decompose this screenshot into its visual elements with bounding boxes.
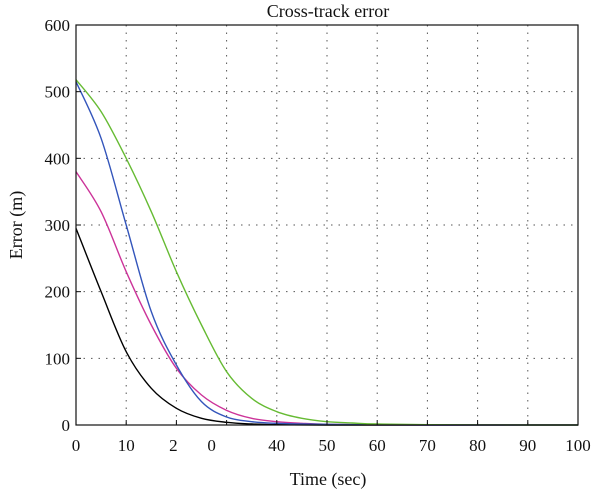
x-tick-label: 100 [565,436,591,455]
x-tick-labels: 0102030405060708090100 [72,436,591,455]
y-tick-label: 100 [45,349,71,368]
x-tick-label: 10 [118,436,135,455]
x-tick-label: 50 [319,436,336,455]
y-tick-labels: 0 100 200 300 400 500 600 [45,16,71,435]
x-tick-label: 40 [268,436,285,455]
y-tick-label: 0 [62,416,71,435]
x-tick-label: 2 [169,436,178,455]
x-tick-label: 70 [419,436,436,455]
x-axis-label: Time (sec) [290,469,367,490]
x-tick-label: 0 [72,436,81,455]
y-tick-label: 300 [45,216,71,235]
x-tick-label: 0 [207,436,216,455]
x-tick-label: 60 [369,436,386,455]
series-line-3 [75,81,578,426]
chart-title: Cross-track error [267,1,389,21]
ticks [75,24,579,426]
y-tick-label: 500 [45,83,71,102]
y-axis-label: Error (m) [6,191,27,259]
x-tick-label: 80 [469,436,486,455]
x-tick-label: 90 [519,436,536,455]
y-tick-label: 400 [45,149,71,168]
y-tick-label: 600 [45,16,71,35]
y-tick-label: 200 [45,283,71,302]
series-line-2 [75,171,578,426]
grid [76,25,578,425]
